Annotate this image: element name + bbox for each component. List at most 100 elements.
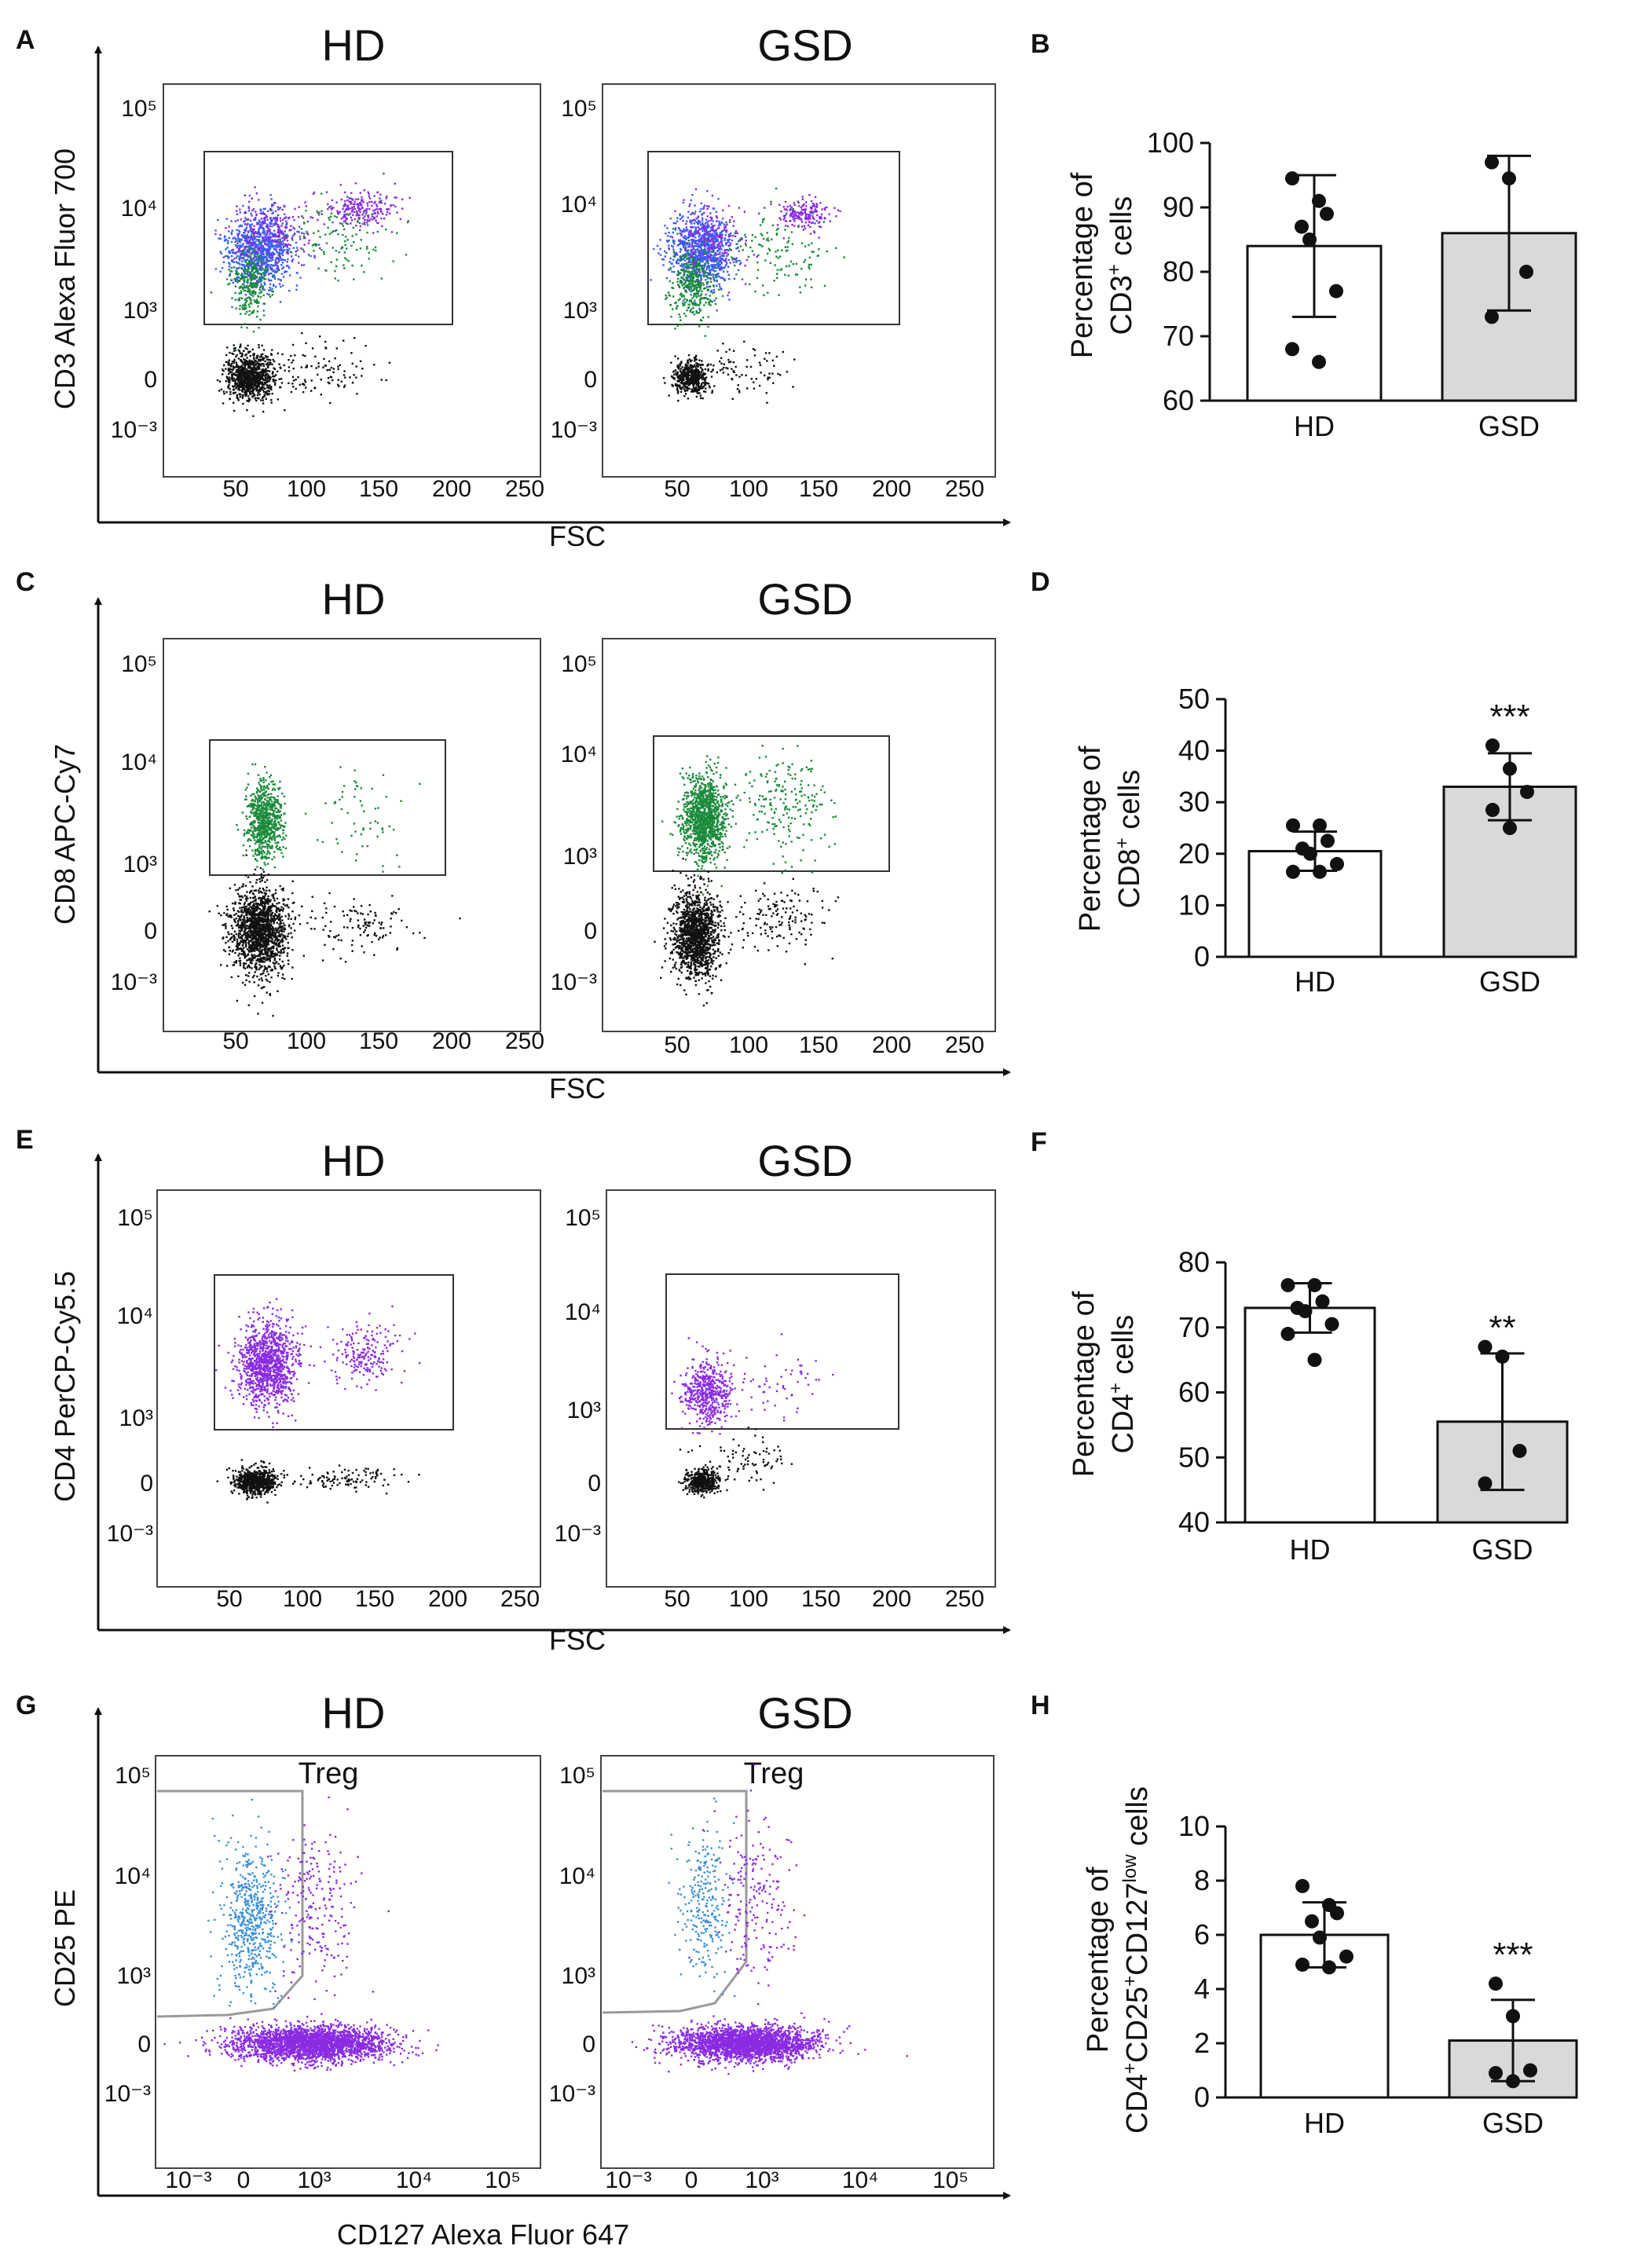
- event-dot: [738, 250, 740, 252]
- event-dot: [268, 247, 270, 251]
- event-dot: [693, 222, 695, 225]
- event-dot: [242, 394, 244, 397]
- event-dot: [707, 325, 709, 328]
- event-dot: [689, 270, 691, 273]
- event-dot: [335, 258, 338, 261]
- event-dot: [720, 262, 723, 265]
- event-dot: [711, 233, 714, 235]
- event-dot: [729, 244, 731, 247]
- event-dot: [698, 286, 700, 288]
- event-dot: [261, 381, 263, 383]
- event-dot: [285, 220, 288, 222]
- event-dot: [329, 376, 332, 378]
- event-dot: [699, 366, 702, 369]
- event-dot: [233, 366, 236, 368]
- event-dot: [669, 268, 672, 271]
- event-dot: [722, 270, 725, 273]
- event-dot: [228, 383, 230, 386]
- event-dot: [262, 386, 265, 389]
- event-dot: [255, 244, 257, 246]
- event-dot: [687, 240, 690, 242]
- event-dot: [251, 286, 253, 289]
- event-dot: [281, 222, 284, 225]
- event-dot: [682, 299, 685, 302]
- event-dot: [705, 231, 708, 233]
- event-dot: [371, 213, 373, 215]
- event-dot: [259, 386, 262, 390]
- event-dot: [261, 362, 263, 365]
- event-dot: [247, 265, 251, 268]
- event-dot: [390, 203, 392, 207]
- event-dot: [686, 263, 688, 266]
- event-dot: [726, 270, 729, 273]
- event-dot: [690, 308, 693, 310]
- event-dot: [257, 295, 260, 298]
- event-dot: [253, 236, 255, 238]
- event-dot: [377, 222, 379, 225]
- event-dot: [356, 211, 358, 214]
- event-dot: [282, 276, 285, 278]
- event-dot: [258, 244, 260, 246]
- event-dot: [335, 347, 338, 350]
- event-dot: [653, 247, 655, 251]
- event-dot: [263, 269, 266, 272]
- event-dot: [244, 308, 247, 310]
- event-dot: [267, 366, 269, 368]
- event-dot: [767, 240, 770, 242]
- event-dot: [245, 361, 247, 364]
- event-dot: [261, 370, 263, 373]
- event-dot: [385, 379, 387, 382]
- event-dot: [258, 390, 260, 394]
- event-dot: [794, 218, 797, 220]
- event-dot: [241, 297, 244, 299]
- event-dot: [249, 380, 252, 383]
- event-dot: [800, 211, 803, 214]
- event-dot: [698, 262, 700, 265]
- event-dot: [277, 245, 280, 247]
- event-dot: [361, 214, 364, 216]
- event-dot: [350, 216, 353, 219]
- event-dot: [307, 254, 310, 256]
- event-dot: [254, 293, 257, 295]
- event-dot: [261, 383, 263, 385]
- event-dot: [808, 266, 810, 268]
- event-dot: [713, 280, 716, 282]
- event-dot: [282, 246, 284, 249]
- event-dot: [751, 250, 754, 252]
- event-dot: [278, 378, 280, 380]
- event-dot: [677, 277, 679, 280]
- event-dot: [337, 279, 339, 282]
- event-dot: [793, 220, 796, 222]
- event-dot: [258, 199, 260, 201]
- event-dot: [739, 245, 742, 247]
- event-dot: [692, 306, 694, 309]
- event-dot: [361, 196, 363, 199]
- event-dot: [271, 203, 273, 206]
- event-dot: [343, 251, 346, 254]
- event-dot: [246, 273, 249, 275]
- event-dot: [263, 283, 266, 285]
- event-dot: [687, 397, 690, 400]
- event-dot: [712, 241, 714, 244]
- event-dot: [764, 259, 767, 262]
- event-dot: [323, 251, 325, 253]
- event-dot: [285, 227, 288, 229]
- event-dot: [286, 236, 288, 238]
- event-dot: [274, 262, 277, 264]
- event-dot: [679, 363, 681, 365]
- event-dot: [240, 268, 244, 270]
- event-dot: [255, 390, 258, 392]
- event-dot: [366, 219, 368, 222]
- event-dot: [784, 214, 787, 217]
- event-dot: [285, 236, 288, 240]
- event-dot: [262, 357, 265, 359]
- event-dot: [250, 377, 252, 380]
- event-dot: [269, 219, 273, 222]
- event-dot: [346, 213, 348, 215]
- event-dot: [701, 260, 704, 263]
- event-dot: [274, 382, 277, 384]
- event-dot: [250, 290, 252, 293]
- event-dot: [247, 379, 250, 381]
- event-dot: [794, 273, 797, 276]
- event-dot: [250, 247, 252, 250]
